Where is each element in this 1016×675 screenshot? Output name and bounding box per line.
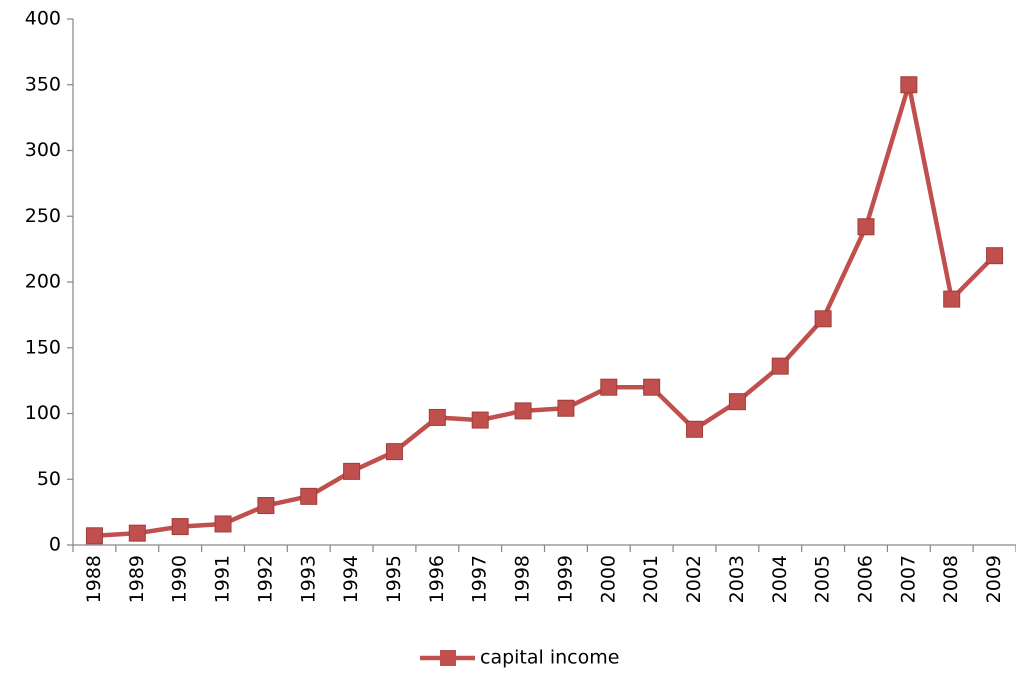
y-tick-label: 50 [37,468,61,490]
x-tick-label: 2000 [597,555,619,603]
x-tick-label: 2009 [983,555,1005,603]
x-tick-label: 1988 [83,555,105,603]
marker [428,408,446,426]
marker [385,443,403,461]
x-tick-label: 2004 [769,555,791,603]
x-tick-label: 1989 [126,555,148,603]
x-tick-label: 2005 [812,555,834,603]
y-tick-label: 0 [49,534,61,556]
y-tick-label: 300 [25,139,61,161]
y-tick-label: 250 [25,205,61,227]
marker [85,527,103,545]
y-tick-label: 400 [25,8,61,30]
marker [171,518,189,536]
marker [814,310,832,328]
x-tick-label: 1993 [297,555,319,603]
marker [643,378,661,396]
marker [471,411,489,429]
marker [686,420,704,438]
x-tick-label: 1992 [254,555,276,603]
series-line [94,82,997,539]
x-tick-label: 2008 [940,555,962,603]
x-tick-label: 1994 [340,555,362,603]
legend-marker [440,650,456,666]
marker [943,290,961,308]
y-tick-label: 150 [25,336,61,358]
marker [857,218,875,236]
marker [300,487,318,505]
x-tick-label: 2007 [897,555,919,603]
marker [557,399,575,417]
x-tick-label: 1999 [554,555,576,603]
x-tick-label: 1998 [512,555,534,603]
x-tick-label: 2001 [640,555,662,603]
marker [728,393,746,411]
marker [900,76,918,94]
x-tick-label: 2006 [854,555,876,603]
y-tick-label: 350 [25,73,61,95]
y-tick-label: 100 [25,402,61,424]
legend-label: capital income [480,647,619,669]
x-tick-label: 2003 [726,555,748,603]
x-tick-label: 1996 [426,555,448,603]
x-tick-label: 1995 [383,555,405,603]
marker [600,378,618,396]
marker [771,357,789,375]
x-tick-label: 2002 [683,555,705,603]
y-tick-label: 200 [25,271,61,293]
marker [128,524,146,542]
marker [257,497,275,515]
marker [214,515,232,533]
marker [986,247,1004,265]
x-tick-label: 1997 [469,555,491,603]
x-tick-label: 1990 [169,555,191,603]
marker [343,462,361,480]
legend-item: capital income [420,647,619,669]
marker [514,402,532,420]
x-tick-label: 1991 [212,555,234,603]
